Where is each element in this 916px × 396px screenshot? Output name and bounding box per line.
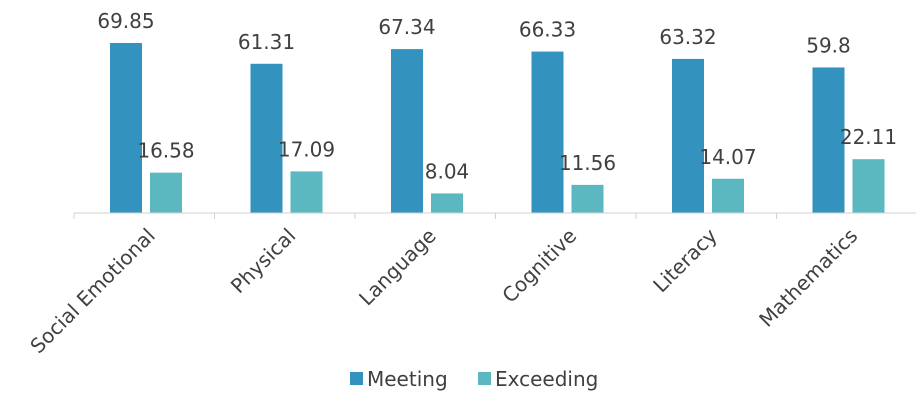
data-label: 16.58 bbox=[137, 139, 194, 163]
value-labels-layer: 69.85 16.58 61.31 17.09 67.34 8.04 66.33 11.56 6… bbox=[97, 9, 897, 183]
bars-layer bbox=[110, 43, 885, 214]
category-label: Mathematics bbox=[754, 224, 862, 332]
data-label: 14.07 bbox=[699, 145, 756, 169]
legend-swatch bbox=[478, 372, 491, 385]
data-label: 63.32 bbox=[659, 25, 716, 49]
data-label: 11.56 bbox=[559, 151, 616, 175]
data-label: 8.04 bbox=[425, 159, 470, 183]
category-label: Social Emotional bbox=[25, 224, 159, 358]
legend: Meeting Exceeding bbox=[350, 367, 598, 391]
bar-meeting-mathematics bbox=[812, 67, 845, 213]
bar-exceeding-literacy bbox=[712, 178, 744, 213]
data-label: 22.11 bbox=[840, 125, 897, 149]
bar-meeting-literacy bbox=[672, 58, 704, 214]
legend-item-exceeding: Exceeding bbox=[478, 367, 598, 391]
bar-exceeding-physical bbox=[290, 171, 323, 213]
data-label: 59.8 bbox=[806, 33, 851, 57]
legend-swatch bbox=[350, 372, 363, 385]
bar-meeting-language bbox=[391, 49, 423, 214]
bar-meeting-cognitive bbox=[531, 51, 564, 214]
category-label: Physical bbox=[226, 224, 301, 299]
data-label: 61.31 bbox=[238, 30, 295, 54]
x-axis-ticks bbox=[73, 213, 777, 219]
bar-exceeding-language bbox=[431, 193, 463, 213]
legend-label: Meeting bbox=[367, 367, 448, 391]
category-label: Language bbox=[354, 224, 441, 311]
bar-exceeding-social-emotional bbox=[150, 172, 182, 213]
data-label: 17.09 bbox=[278, 137, 335, 161]
data-label: 67.34 bbox=[378, 15, 435, 39]
bar-exceeding-cognitive bbox=[571, 184, 604, 213]
legend-label: Exceeding bbox=[495, 367, 598, 391]
category-label: Cognitive bbox=[497, 224, 581, 308]
bar-meeting-social-emotional bbox=[110, 43, 142, 213]
category-label: Literacy bbox=[648, 223, 722, 297]
category-labels-layer: Social Emotional Physical Language Cognitiv… bbox=[25, 223, 862, 358]
data-label: 69.85 bbox=[97, 9, 154, 33]
bar-meeting-physical bbox=[250, 63, 283, 213]
legend-item-meeting: Meeting bbox=[350, 367, 448, 391]
data-label: 66.33 bbox=[519, 18, 576, 42]
bar-exceeding-mathematics bbox=[852, 159, 885, 213]
